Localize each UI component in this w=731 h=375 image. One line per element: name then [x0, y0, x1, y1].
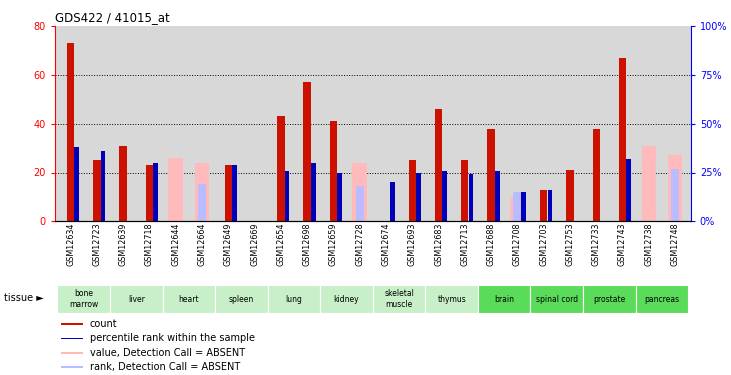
- Bar: [93, 160, 101, 221]
- Text: GSM12693: GSM12693: [408, 222, 417, 266]
- Text: pancreas: pancreas: [644, 295, 679, 304]
- Bar: [416, 172, 421, 221]
- Text: GSM12698: GSM12698: [303, 222, 311, 266]
- Bar: [461, 160, 469, 221]
- Bar: [425, 285, 478, 313]
- Text: GSM12708: GSM12708: [513, 222, 522, 266]
- Text: GSM12718: GSM12718: [145, 222, 154, 266]
- Bar: [119, 146, 127, 221]
- Bar: [110, 285, 162, 313]
- Bar: [277, 116, 284, 221]
- Bar: [668, 155, 682, 221]
- Text: lung: lung: [286, 295, 303, 304]
- Bar: [671, 169, 679, 221]
- Text: GSM12634: GSM12634: [66, 222, 75, 266]
- Text: value, Detection Call = ABSENT: value, Detection Call = ABSENT: [90, 348, 245, 358]
- Bar: [352, 163, 367, 221]
- Text: thymus: thymus: [437, 295, 466, 304]
- Bar: [224, 165, 232, 221]
- Bar: [583, 285, 636, 313]
- Bar: [67, 44, 75, 221]
- Text: prostate: prostate: [593, 295, 626, 304]
- Bar: [513, 192, 521, 221]
- Text: spleen: spleen: [229, 295, 254, 304]
- Bar: [488, 129, 495, 221]
- Bar: [626, 159, 631, 221]
- Bar: [75, 147, 79, 221]
- Text: GSM12748: GSM12748: [670, 222, 680, 266]
- Text: GSM12664: GSM12664: [197, 222, 206, 266]
- Bar: [61, 352, 83, 354]
- Bar: [521, 192, 526, 221]
- Text: GSM12644: GSM12644: [171, 222, 181, 266]
- Text: percentile rank within the sample: percentile rank within the sample: [90, 333, 255, 344]
- Bar: [232, 165, 237, 221]
- Text: rank, Detection Call = ABSENT: rank, Detection Call = ABSENT: [90, 362, 240, 372]
- Bar: [198, 184, 206, 221]
- Bar: [61, 323, 83, 325]
- Bar: [303, 82, 311, 221]
- Bar: [215, 285, 268, 313]
- Bar: [168, 158, 183, 221]
- Bar: [495, 171, 500, 221]
- Bar: [162, 285, 215, 313]
- Bar: [337, 172, 342, 221]
- Text: GSM12733: GSM12733: [591, 222, 601, 266]
- Text: heart: heart: [178, 295, 199, 304]
- Text: GSM12688: GSM12688: [487, 222, 496, 266]
- Bar: [154, 163, 158, 221]
- Text: GSM12659: GSM12659: [329, 222, 338, 266]
- Bar: [101, 151, 105, 221]
- Text: tissue ►: tissue ►: [4, 293, 43, 303]
- Bar: [268, 285, 320, 313]
- Text: GSM12753: GSM12753: [565, 222, 575, 266]
- Text: GSM12639: GSM12639: [118, 222, 128, 266]
- Text: GSM12669: GSM12669: [250, 222, 259, 266]
- Text: spinal cord: spinal cord: [536, 295, 577, 304]
- Text: bone
marrow: bone marrow: [69, 290, 99, 309]
- Bar: [618, 58, 626, 221]
- Bar: [540, 190, 548, 221]
- Text: liver: liver: [128, 295, 145, 304]
- Bar: [469, 174, 474, 221]
- Bar: [145, 165, 153, 221]
- Text: GSM12674: GSM12674: [382, 222, 390, 266]
- Bar: [409, 160, 416, 221]
- Bar: [356, 186, 363, 221]
- Text: skeletal
muscle: skeletal muscle: [385, 290, 414, 309]
- Text: GSM12743: GSM12743: [618, 222, 627, 266]
- Text: GSM12654: GSM12654: [276, 222, 285, 266]
- Bar: [510, 197, 525, 221]
- Bar: [478, 285, 531, 313]
- Text: GSM12723: GSM12723: [92, 222, 102, 266]
- Text: GSM12683: GSM12683: [434, 222, 443, 266]
- Text: brain: brain: [494, 295, 514, 304]
- Text: GSM12728: GSM12728: [355, 222, 364, 266]
- Bar: [548, 190, 552, 221]
- Bar: [390, 182, 395, 221]
- Bar: [636, 285, 688, 313]
- Bar: [311, 163, 316, 221]
- Text: kidney: kidney: [334, 295, 360, 304]
- Bar: [442, 171, 447, 221]
- Bar: [593, 129, 600, 221]
- Bar: [61, 366, 83, 368]
- Bar: [320, 285, 373, 313]
- Text: GSM12703: GSM12703: [539, 222, 548, 266]
- Text: count: count: [90, 319, 118, 329]
- Bar: [567, 170, 574, 221]
- Bar: [330, 122, 337, 221]
- Bar: [194, 163, 209, 221]
- Text: GSM12649: GSM12649: [224, 222, 232, 266]
- Bar: [531, 285, 583, 313]
- Bar: [61, 338, 83, 339]
- Text: GSM12738: GSM12738: [644, 222, 654, 266]
- Bar: [284, 171, 289, 221]
- Bar: [435, 109, 442, 221]
- Bar: [58, 285, 110, 313]
- Text: GSM12713: GSM12713: [461, 222, 469, 266]
- Bar: [642, 146, 656, 221]
- Text: GDS422 / 41015_at: GDS422 / 41015_at: [55, 11, 170, 24]
- Bar: [373, 285, 425, 313]
